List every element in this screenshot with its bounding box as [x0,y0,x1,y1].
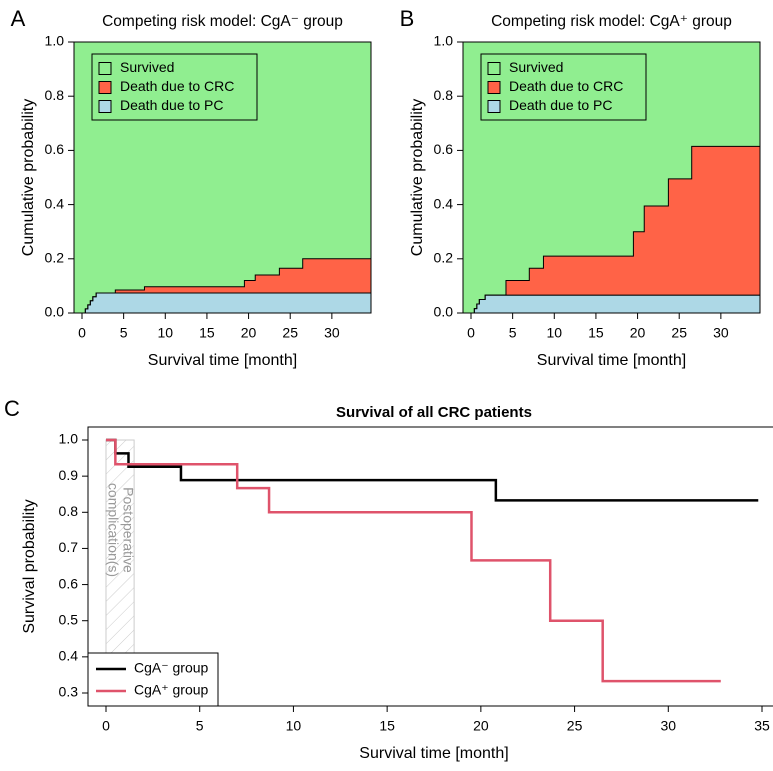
y-tick-label: 0.8 [45,87,65,103]
x-tick-label: 10 [286,718,302,734]
legend-label: Death due to PC [120,97,224,113]
y-tick-label: 0.4 [434,195,454,211]
legend-label: Survived [120,59,174,75]
survival-line [105,438,721,683]
x-tick-label: 15 [199,325,215,341]
y-tick-label: 0.5 [59,611,79,627]
panel: A Competing risk model: CgA⁻ group 0 5 10 15 2… [11,6,372,369]
panel-label: A [11,6,26,31]
y-axis-label: Survival probability [21,499,38,633]
x-tick-label: 15 [588,325,604,341]
x-tick-label: 20 [241,325,257,341]
y-tick-label: 0.0 [434,304,454,320]
y-axis-label: Cumulative probability [409,99,426,256]
legend-swatch [487,62,501,75]
y-tick-label: 0.6 [45,141,65,157]
panel-label: B [400,6,415,31]
x-axis-label: Survival time [month] [359,745,508,762]
y-tick-label: 0.6 [434,141,454,157]
x-tick-label: 5 [509,325,517,341]
x-tick-label: 20 [630,325,646,341]
y-tick-label: 0.2 [45,250,65,266]
legend-label: Death due to CRC [120,78,234,94]
legend-swatch [98,62,112,75]
x-tick-label: 0 [78,325,86,341]
y-tick-label: 1.0 [59,431,79,447]
x-tick-label: 10 [157,325,173,341]
x-axis-label: Survival time [month] [537,352,686,369]
x-tick-label: 5 [196,718,204,734]
panel: B Competing risk model: CgA⁺ group 0 5 10 15 2… [400,6,761,369]
legend-box [87,652,219,707]
legend-swatch [98,81,112,94]
legend-label: Survived [509,59,563,75]
x-tick-label: 30 [661,718,677,734]
annotation: Postoperative [120,487,136,573]
y-tick-label: 0.2 [434,250,454,266]
survival-line [105,438,759,502]
chart-title: Survival of all CRC patients [336,404,532,421]
x-axis-label: Survival time [month] [148,352,297,369]
x-tick-label: 20 [473,718,489,734]
x-tick-label: 25 [671,325,687,341]
plot-frame [87,426,773,707]
legend-label: Death due to CRC [509,78,623,94]
area [81,292,372,314]
legend-box [91,53,258,121]
plot-frame [73,41,372,314]
legend-label: Death due to PC [509,97,613,113]
x-tick-label: 10 [546,325,562,341]
y-tick-label: 0.4 [59,648,79,664]
legend-swatch [487,81,501,94]
chart-title: Competing risk model: CgA⁺ group [491,13,732,30]
x-tick-label: 25 [282,325,298,341]
legend-swatch [487,100,501,113]
legend-swatch [98,100,112,113]
area [81,258,372,314]
panel: C Survival of all CRC patients Postoperati… [4,396,773,762]
y-tick-label: 0.7 [59,539,79,555]
legend-label: CgA⁺ group [134,682,209,698]
y-tick-label: 1.0 [434,33,454,49]
y-tick-label: 0.8 [434,87,454,103]
area [470,145,761,314]
x-tick-label: 35 [754,718,770,734]
annotation: complication(s) [105,483,121,577]
x-tick-label: 5 [120,325,128,341]
y-tick-label: 1.0 [45,33,65,49]
y-axis-label: Cumulative probability [20,99,37,256]
x-tick-label: 0 [467,325,475,341]
x-tick-label: 25 [567,718,583,734]
x-tick-label: 30 [324,325,340,341]
area [470,294,761,314]
x-tick-label: 30 [713,325,729,341]
x-tick-label: 0 [102,718,110,734]
y-tick-label: 0.6 [59,575,79,591]
panel-label: C [4,396,20,421]
y-tick-label: 0.4 [45,195,65,211]
chart-title: Competing risk model: CgA⁻ group [102,13,343,30]
y-tick-label: 0.3 [59,684,79,700]
y-tick-label: 0.0 [45,304,65,320]
legend-label: CgA⁻ group [134,660,209,676]
y-tick-label: 0.9 [59,467,79,483]
x-tick-label: 15 [379,718,395,734]
y-tick-label: 0.8 [59,503,79,519]
plot-frame [462,41,761,314]
legend-box [480,53,647,121]
